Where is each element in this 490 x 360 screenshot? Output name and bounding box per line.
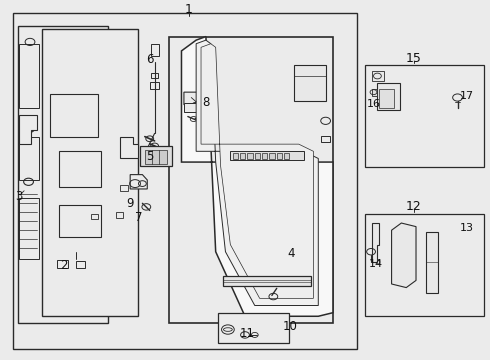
Bar [426,232,438,293]
Text: 11: 11 [240,327,255,340]
Bar [76,261,85,268]
Bar [240,153,245,159]
Bar [169,37,333,323]
Bar [321,136,330,142]
Polygon shape [372,89,377,96]
Text: 6: 6 [146,53,153,66]
Bar [277,153,282,159]
Bar [198,127,207,134]
Polygon shape [169,37,333,323]
Text: 4: 4 [288,247,295,260]
Bar [42,30,138,316]
Bar [19,137,39,180]
Text: 7: 7 [135,211,142,224]
Text: 8: 8 [202,96,210,109]
Bar [270,153,275,159]
Bar [49,94,98,137]
Bar [91,214,98,220]
Bar [379,89,394,108]
Polygon shape [196,40,318,306]
Text: 13: 13 [460,224,474,233]
Bar [184,103,201,112]
Polygon shape [19,116,37,144]
Text: 14: 14 [369,259,383,269]
Bar [377,83,400,110]
Polygon shape [201,44,314,298]
Bar [150,82,159,89]
Bar [262,153,268,159]
Text: 9: 9 [126,197,134,210]
Bar [372,71,384,81]
Bar [19,44,39,108]
Bar [18,26,108,323]
Text: 16: 16 [367,99,381,109]
Bar [247,153,253,159]
Bar [116,212,123,218]
Text: 5: 5 [146,150,153,163]
Polygon shape [377,260,380,264]
Bar [230,151,304,160]
Text: 1: 1 [185,3,193,16]
Bar [57,260,68,268]
Bar [223,276,311,286]
Bar [294,65,326,101]
Text: 17: 17 [460,91,474,101]
Bar [233,153,238,159]
Polygon shape [184,92,201,105]
Polygon shape [392,223,416,288]
Polygon shape [181,37,333,316]
Text: 10: 10 [283,320,297,333]
Bar [365,214,485,316]
Bar [284,153,290,159]
Bar [19,198,39,259]
Bar [255,153,260,159]
Text: 15: 15 [406,51,421,64]
Polygon shape [130,175,147,189]
Text: 2: 2 [60,259,68,272]
Bar [59,205,101,237]
Bar [13,13,357,348]
Bar [218,313,289,343]
Bar [145,149,167,164]
Polygon shape [121,137,138,158]
Bar [365,65,485,167]
Bar [151,44,159,56]
Bar [140,146,172,166]
Bar [59,151,101,187]
Polygon shape [372,223,379,262]
Text: 12: 12 [406,201,421,213]
Bar [121,185,128,191]
Bar [151,73,158,78]
Text: 3: 3 [15,190,23,203]
